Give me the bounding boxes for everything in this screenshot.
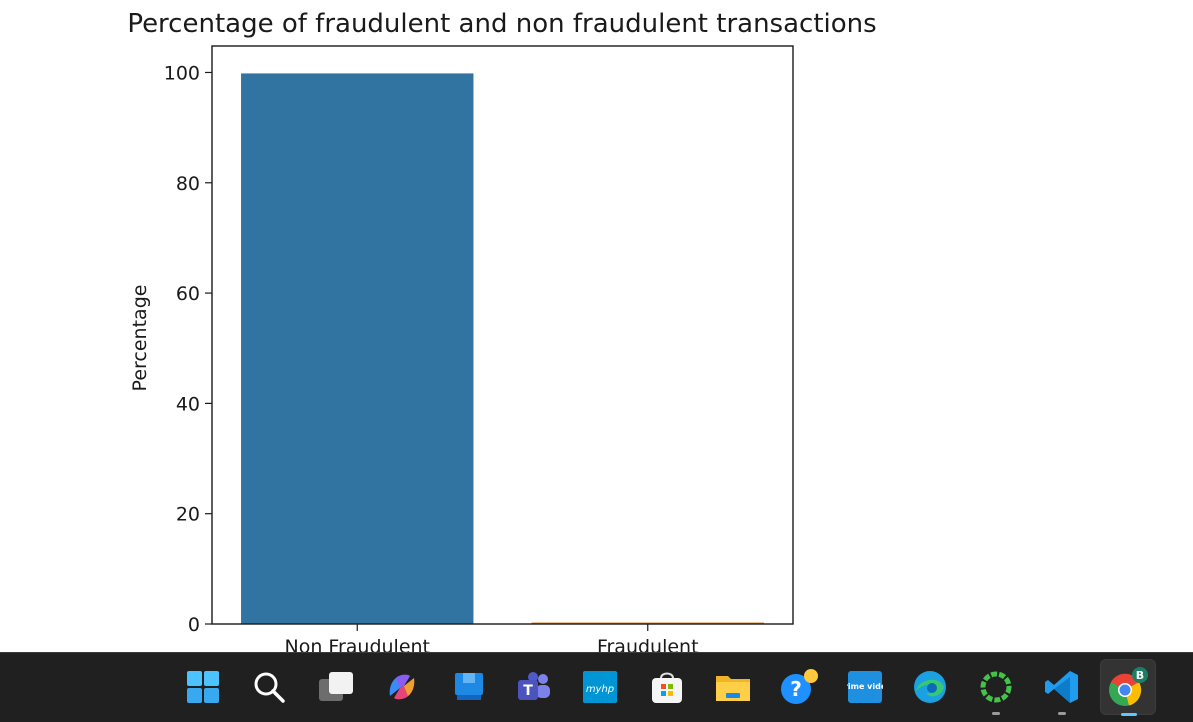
prime-video-button[interactable]: prime video	[845, 667, 885, 707]
start-button[interactable]	[183, 667, 223, 707]
y-tick-label: 100	[164, 62, 200, 84]
chrome-button[interactable]: B	[1100, 659, 1156, 716]
chart-title: Percentage of fraudulent and non fraudul…	[127, 9, 876, 39]
axes-frame	[211, 45, 794, 625]
edge-icon	[914, 671, 946, 703]
bar-chart: Percentage of fraudulent and non fraudul…	[127, 9, 876, 652]
svg-text:myhp: myhp	[586, 684, 614, 695]
teams-button[interactable]: T	[514, 667, 554, 707]
y-axis-label: Percentage	[129, 285, 151, 392]
x-tick-label: Non Fraudulent	[284, 636, 430, 652]
vscode-icon	[1045, 671, 1078, 703]
y-tick-label: 60	[176, 283, 200, 305]
y-tick-label: 80	[176, 173, 200, 195]
help-icon: ?	[781, 669, 818, 704]
y-tick-label: 20	[176, 504, 200, 526]
task-view-button[interactable]	[316, 667, 356, 707]
bar	[241, 73, 474, 624]
copilot-button[interactable]	[382, 667, 422, 707]
help-button[interactable]: ?	[779, 667, 819, 707]
vscode-button[interactable]	[1042, 667, 1082, 715]
start-icon	[187, 671, 219, 703]
svg-text:B: B	[1136, 669, 1144, 682]
copilot-icon	[389, 674, 415, 700]
prime-video-icon: prime video	[847, 671, 883, 703]
taskbar: T myhp ? pr	[0, 652, 1193, 722]
chart-area: Percentage of fraudulent and non fraudul…	[127, 9, 876, 652]
circle-app-icon	[980, 671, 1012, 703]
myhp-button[interactable]: myhp	[580, 667, 620, 707]
svg-text:?: ?	[790, 677, 802, 701]
app-icon	[455, 673, 483, 700]
svg-text:T: T	[523, 683, 533, 699]
store-icon	[652, 672, 682, 703]
teams-icon: T	[518, 672, 550, 700]
chrome-icon: B	[1109, 667, 1148, 706]
task-view-icon	[319, 672, 353, 701]
running-indicator	[1058, 712, 1066, 715]
myhp-icon: myhp	[583, 671, 617, 703]
file-explorer-button[interactable]	[713, 667, 753, 707]
app-button[interactable]	[449, 667, 489, 707]
y-tick-label: 0	[188, 614, 200, 636]
file-explorer-icon	[716, 676, 750, 701]
y-tick-label: 40	[176, 393, 200, 415]
running-indicator	[992, 712, 1000, 715]
plot-area: 0 20 40 60 80 100 Non Fraudulent Fraudulent	[164, 45, 794, 652]
active-indicator	[1121, 713, 1137, 716]
search-button[interactable]	[249, 667, 289, 707]
store-button[interactable]	[647, 667, 687, 707]
edge-button[interactable]	[910, 667, 950, 707]
bar	[531, 622, 764, 624]
circle-app-button[interactable]	[976, 667, 1016, 715]
x-tick-label: Fraudulent	[597, 636, 699, 652]
svg-text:prime video: prime video	[847, 682, 883, 691]
search-icon	[254, 672, 285, 703]
